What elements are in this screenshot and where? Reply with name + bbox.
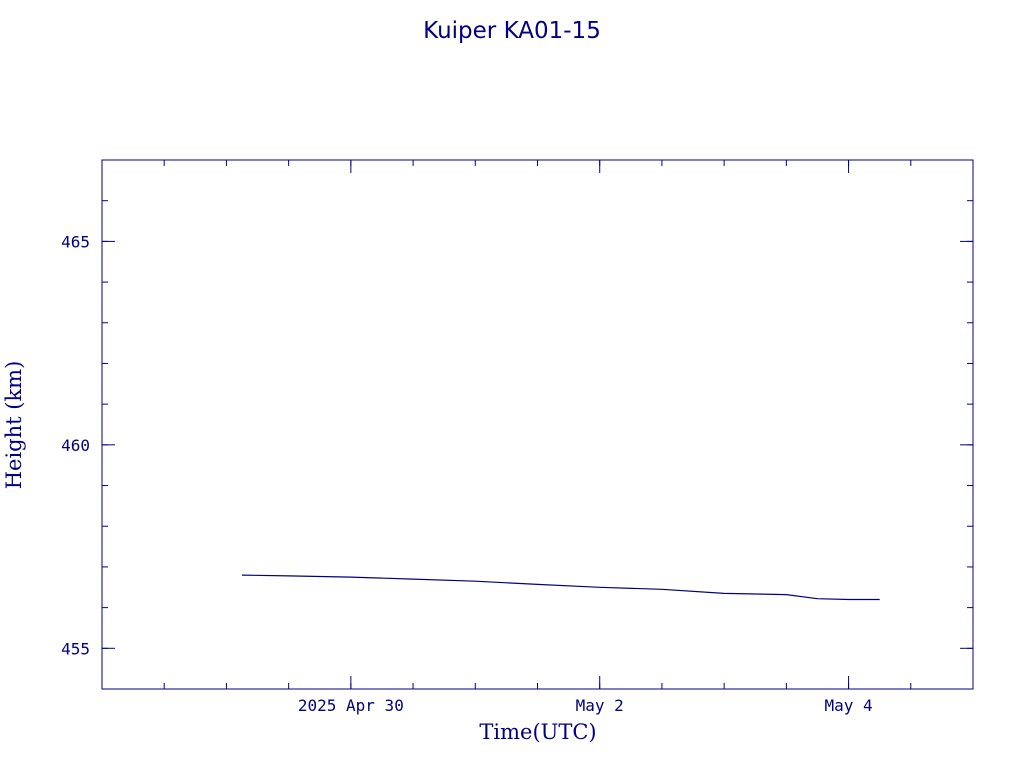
x-tick-label: 2025 Apr 30 (298, 696, 404, 715)
x-tick-label: May 2 (576, 696, 624, 715)
y-tick-label: 465 (61, 232, 90, 251)
data-series (241, 574, 880, 601)
y-axis-label: Height (km) (2, 361, 26, 490)
x-tick-label: May 4 (824, 696, 872, 715)
x-axis-label: Time(UTC) (479, 720, 596, 744)
height-series-line (241, 574, 880, 601)
chart-title: Kuiper KA01-15 (423, 18, 601, 44)
axis-ticks (101, 159, 974, 690)
y-tick-label: 460 (61, 436, 90, 455)
tick-labels: 455 460 465 2025 Apr 30 May 2 May 4 (61, 232, 873, 715)
plot-frame (101, 159, 974, 690)
y-tick-label: 455 (61, 639, 90, 658)
